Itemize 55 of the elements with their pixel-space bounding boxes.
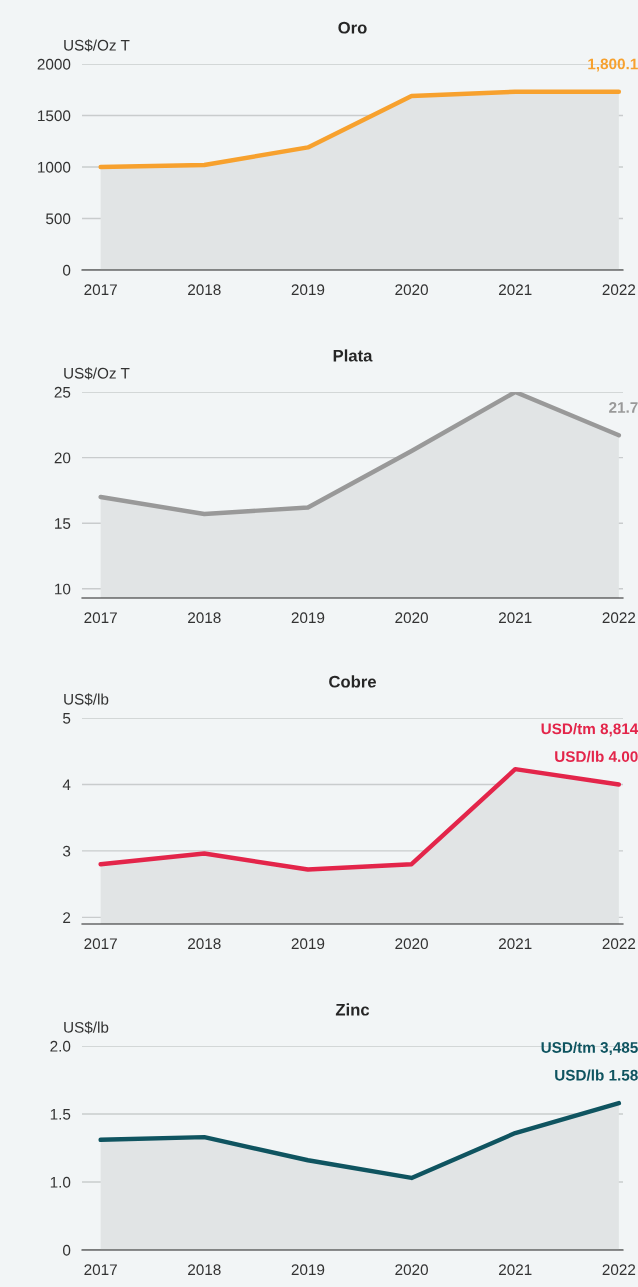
x-tick-label: 2017	[84, 1264, 117, 1276]
annotation: USD/lb 4.00	[555, 750, 638, 763]
x-tick-label: 2020	[395, 284, 428, 296]
annotation: USD/tm 3,485	[541, 1041, 638, 1056]
y-tick-label: 20	[54, 452, 71, 464]
x-tick-label: 2022	[602, 938, 636, 950]
y-tick-label: 1.5	[50, 1109, 71, 1120]
y-axis-title: US$/Oz T	[64, 367, 130, 380]
chart-title: Zinc	[335, 1003, 370, 1016]
x-tick-label: 2019	[291, 284, 325, 296]
x-tick-label: 2018	[188, 938, 221, 950]
annotation: 21.7	[609, 402, 638, 413]
y-tick-label: 2.0	[50, 1040, 71, 1052]
y-axis-title: US$/lb	[64, 1021, 109, 1034]
annotation: USD/tm 8,814	[541, 722, 638, 737]
x-tick-label: 2018	[188, 1264, 221, 1276]
y-tick-label: 500	[46, 213, 71, 225]
x-tick-label: 2017	[84, 938, 117, 950]
chart-title: Plata	[333, 349, 373, 362]
x-tick-label: 2018	[188, 284, 221, 296]
y-tick-label: 4	[62, 779, 71, 790]
y-tick-label: 0	[62, 264, 71, 276]
chart-title: Cobre	[329, 675, 377, 688]
annotation: 1,800.1	[588, 58, 638, 72]
x-tick-label: 2022	[602, 612, 636, 624]
x-tick-label: 2019	[291, 938, 325, 950]
x-tick-label: 2018	[188, 612, 221, 624]
y-tick-label: 1000	[38, 161, 71, 173]
x-tick-label: 2019	[291, 1264, 325, 1276]
y-axis-title: US$/Oz T	[64, 39, 130, 52]
x-tick-label: 2017	[84, 284, 117, 296]
y-tick-label: 0	[62, 1244, 71, 1256]
y-tick-label: 25	[54, 386, 71, 398]
x-tick-label: 2020	[395, 938, 428, 950]
y-tick-label: 15	[55, 518, 71, 529]
x-tick-label: 2020	[395, 1264, 428, 1276]
y-tick-label: 2000	[37, 58, 71, 70]
x-tick-label: 2022	[602, 1264, 636, 1276]
y-tick-label: 1.0	[50, 1176, 71, 1188]
x-tick-label: 2021	[498, 612, 532, 624]
x-tick-label: 2019	[291, 612, 325, 624]
x-tick-label: 2021	[498, 938, 532, 950]
y-axis-title: US$/lb	[64, 693, 109, 706]
y-tick-label: 5	[63, 713, 71, 724]
x-tick-label: 2020	[395, 612, 428, 624]
x-tick-label: 2017	[84, 612, 117, 624]
y-tick-label: 3	[62, 845, 71, 857]
x-tick-label: 2021	[498, 1264, 532, 1276]
x-tick-label: 2022	[602, 284, 636, 296]
y-tick-label: 10	[55, 583, 71, 595]
annotation: USD/lb 1.58	[555, 1069, 638, 1081]
y-tick-label: 1500	[38, 110, 71, 122]
x-tick-label: 2021	[498, 284, 532, 296]
y-tick-label: 2	[63, 912, 71, 923]
chart-title: Oro	[338, 21, 367, 34]
